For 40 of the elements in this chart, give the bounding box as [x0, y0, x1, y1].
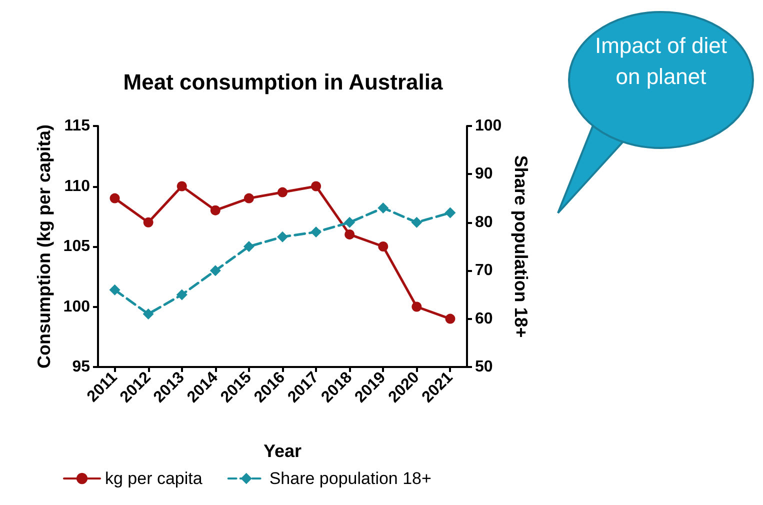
point: [142, 308, 154, 320]
point: [344, 229, 355, 240]
text: Impact of diet on planet: [594, 32, 728, 91]
chart-title: Meat consumption in Australia: [123, 70, 444, 94]
y-tick-label: 100: [63, 298, 90, 316]
x-axis-title: Year: [263, 441, 302, 461]
point: [176, 181, 187, 192]
y-tick-label: 95: [72, 358, 90, 376]
point: [311, 181, 322, 192]
point: [445, 314, 456, 324]
point: [411, 216, 422, 228]
y2-tick-label: 50: [475, 358, 493, 376]
y-tick-label: 110: [64, 178, 90, 195]
point: [310, 226, 322, 238]
y2-tick-label: 90: [475, 166, 493, 183]
point: [378, 242, 388, 252]
y2-tick-label: 80: [475, 214, 493, 231]
point: [110, 193, 120, 204]
y2-tick-label: 60: [475, 310, 493, 328]
point: [244, 193, 254, 204]
y-axis-title: Consumption (kg per capita): [34, 124, 54, 369]
point: [278, 187, 288, 198]
y2-tick-label: 100: [475, 118, 502, 134]
y2-tick-label: 70: [475, 262, 493, 280]
legend-label: kg per capita: [105, 469, 203, 488]
point: [143, 217, 154, 228]
point: [109, 284, 120, 296]
point: [210, 205, 220, 216]
point: [378, 202, 389, 214]
point: [444, 207, 456, 218]
y-tick-label: 105: [63, 238, 90, 255]
y-tick-label: 115: [64, 118, 90, 134]
point: [243, 241, 254, 252]
point: [412, 302, 422, 312]
point: [210, 265, 221, 276]
point: [277, 231, 288, 242]
point: [344, 216, 356, 228]
y2-axis-title: Share population 18+: [511, 155, 531, 338]
legend-label: Share population 18+: [269, 469, 432, 488]
point: [176, 289, 188, 300]
